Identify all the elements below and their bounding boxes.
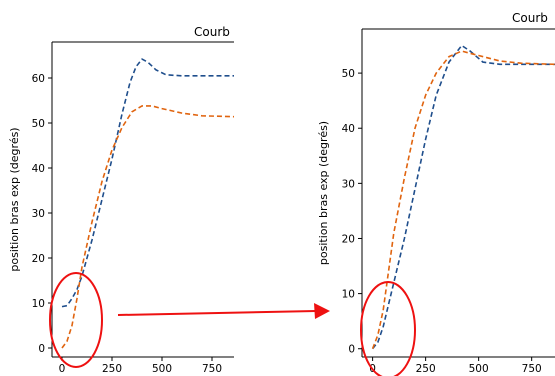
highlight-ellipse-right [360,281,416,376]
y-tick-label: 20 [32,253,45,265]
y-tick-label: 0 [348,344,355,356]
y-tick-label: 50 [342,68,355,80]
y-tick-label: 60 [32,73,45,85]
series-line-1 [61,58,234,308]
x-tick-label: 500 [469,363,489,375]
x-tick-label: 500 [152,363,172,375]
y-tick-label: 40 [32,163,45,175]
series-line-1 [371,44,555,350]
chart-title: Courb [194,25,230,39]
series-line-2 [61,105,234,349]
y-tick-label: 50 [32,118,45,130]
y-axis-label: position bras exp (degrés) [8,127,21,271]
y-tick-label: 10 [32,298,45,310]
x-tick-label: 250 [416,363,436,375]
series-line-2 [371,50,555,349]
x-tick-label: 250 [102,363,122,375]
y-tick-label: 0 [38,343,45,355]
arrow-head-icon [314,303,330,319]
y-axis-label: position bras exp (degrés) [317,121,330,265]
y-tick-label: 40 [342,123,355,135]
y-tick-label: 10 [342,289,355,301]
arrow-shaft [117,310,317,316]
y-tick-label: 30 [32,208,45,220]
y-tick-label: 30 [342,178,355,190]
annotations [49,272,416,376]
chart-title: Courb [512,11,548,25]
highlight-ellipse-left [49,272,103,368]
y-tick-label: 20 [342,233,355,245]
x-tick-label: 750 [202,363,222,375]
x-tick-label: 750 [522,363,542,375]
x-tick-label: 0 [59,363,66,375]
chart-panel-1: 0 10 20 30 40 50 60 0 250 500 750 position bras exp… [8,25,234,375]
